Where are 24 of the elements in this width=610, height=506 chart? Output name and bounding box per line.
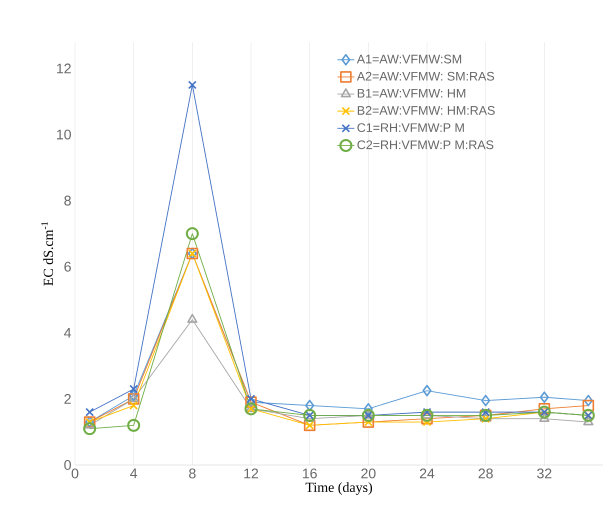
legend-label: C1=RH:VFMW:P M: [357, 123, 464, 132]
x-tick-label: 0: [72, 468, 78, 478]
x-tick-label: 20: [361, 468, 376, 478]
y-tick-label: 10: [57, 130, 71, 140]
y-tick-label: 0: [64, 460, 71, 470]
legend-label: A2=AW:VFMW: SM:RAS: [356, 72, 494, 81]
y-tick-label: 4: [64, 328, 72, 338]
legend-label: B1=AW:VFMW: HM: [358, 88, 466, 98]
x-tick-label: 8: [189, 468, 196, 478]
legend-label: C2=RH:VFMW:P M:RAS: [357, 140, 494, 150]
y-tick-label: 6: [64, 262, 71, 272]
x-tick-label: 12: [244, 468, 258, 478]
x-axis-title: Time (days): [306, 482, 372, 495]
legend-label: A1=AW:VFMW:SM: [356, 54, 462, 64]
y-tick-label: 8: [64, 196, 71, 206]
x-tick-label: 4: [130, 468, 138, 478]
x-tick-label: 24: [420, 468, 434, 478]
x-tick-label: 28: [478, 468, 493, 478]
x-tick-label: 32: [537, 468, 552, 478]
x-tick-label: 16: [302, 468, 317, 478]
y-axis-title: EC dS.cm$^{-1}$: [41, 222, 54, 286]
y-tick-label: 2: [64, 394, 71, 404]
y-tick-label: 12: [57, 64, 71, 74]
legend-label: B2=AW:VFMW: HM:RAS: [358, 106, 495, 115]
